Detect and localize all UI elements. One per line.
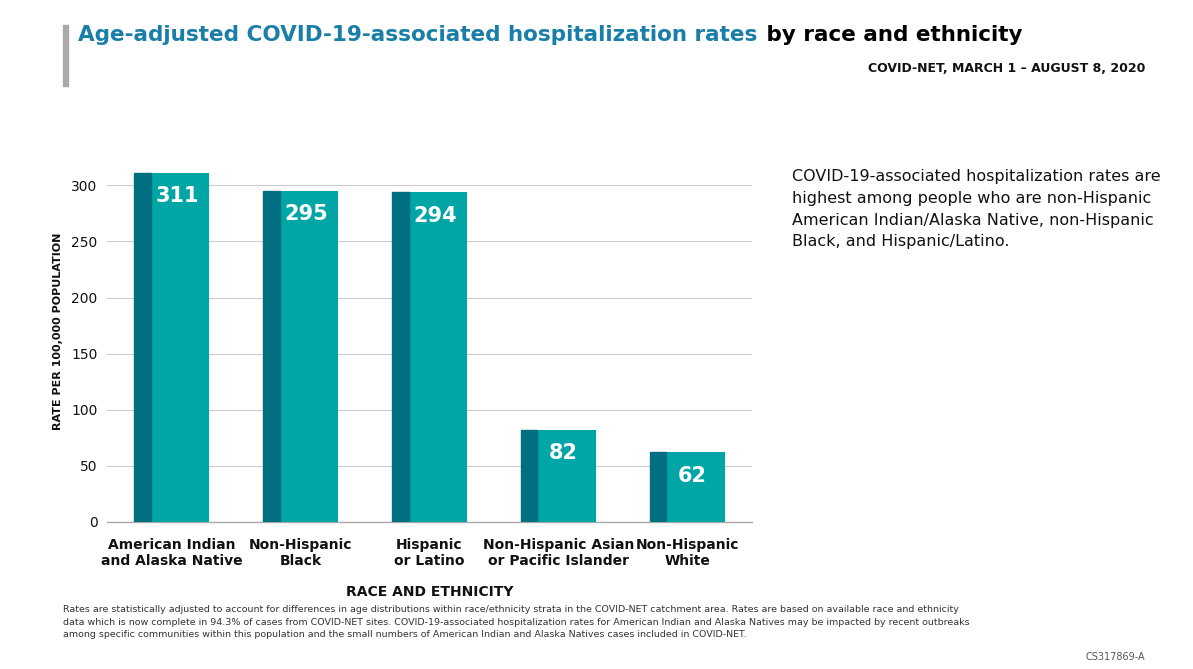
Text: by race and ethnicity: by race and ethnicity xyxy=(759,25,1022,45)
Text: 62: 62 xyxy=(678,466,707,486)
X-axis label: RACE AND ETHNICITY: RACE AND ETHNICITY xyxy=(346,585,513,599)
Bar xyxy=(521,430,595,522)
Circle shape xyxy=(1082,512,1151,572)
Text: cdc.gov/coronavirus: cdc.gov/coronavirus xyxy=(885,514,1083,533)
Bar xyxy=(264,191,338,522)
Text: 294: 294 xyxy=(413,205,457,225)
Bar xyxy=(135,173,150,522)
Bar xyxy=(392,192,408,522)
Bar xyxy=(63,25,68,86)
Bar xyxy=(650,452,666,522)
Text: COVID-NET, MARCH 1 – AUGUST 8, 2020: COVID-NET, MARCH 1 – AUGUST 8, 2020 xyxy=(867,62,1145,75)
Bar xyxy=(264,191,279,522)
Text: Age-adjusted COVID-19-associated hospitalization rates: Age-adjusted COVID-19-associated hospita… xyxy=(78,25,756,45)
Text: CDC: CDC xyxy=(1096,570,1137,588)
Bar xyxy=(392,192,466,522)
Bar xyxy=(650,452,724,522)
Text: Rates are statistically adjusted to account for differences in age distributions: Rates are statistically adjusted to acco… xyxy=(63,605,970,639)
Text: CS317869-A: CS317869-A xyxy=(1086,652,1145,662)
Text: 311: 311 xyxy=(155,187,199,207)
Text: COVID-19-associated hospitalization rates are
highest among people who are non-H: COVID-19-associated hospitalization rate… xyxy=(792,169,1161,249)
Y-axis label: RATE PER 100,000 POPULATION: RATE PER 100,000 POPULATION xyxy=(52,232,63,430)
Text: 82: 82 xyxy=(549,444,579,464)
Bar xyxy=(521,430,537,522)
Bar xyxy=(135,173,209,522)
Text: 295: 295 xyxy=(284,205,328,224)
